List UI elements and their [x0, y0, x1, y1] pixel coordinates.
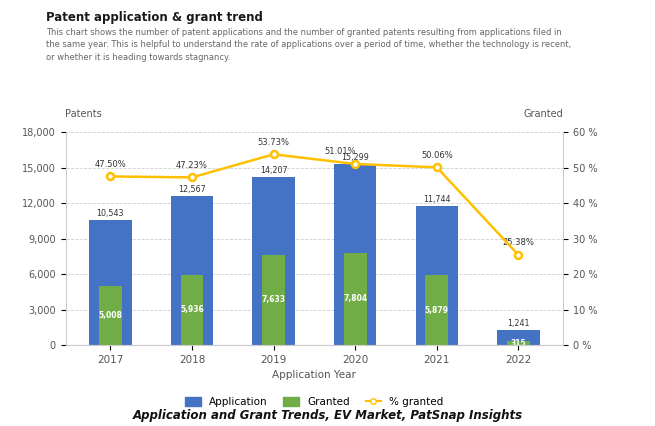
Text: 5,936: 5,936 [180, 305, 204, 314]
Text: Granted: Granted [523, 109, 563, 119]
Bar [507, 341, 530, 345]
Text: This chart shows the number of patent applications and the number of granted pat: This chart shows the number of patent ap… [46, 28, 561, 37]
Bar [425, 276, 448, 345]
Text: 11,744: 11,744 [423, 195, 451, 204]
Text: Application and Grant Trends, EV Market, PatSnap Insights: Application and Grant Trends, EV Market,… [132, 409, 523, 422]
Text: 14,207: 14,207 [260, 166, 288, 175]
Bar [415, 206, 458, 345]
Text: 315: 315 [511, 339, 526, 348]
Bar [344, 253, 367, 345]
Text: 5,879: 5,879 [425, 306, 449, 315]
Text: Patents: Patents [66, 109, 102, 119]
Text: 15,299: 15,299 [341, 153, 369, 161]
Text: 12,567: 12,567 [178, 185, 206, 194]
Text: 7,804: 7,804 [343, 294, 367, 303]
Text: 47.50%: 47.50% [94, 160, 126, 169]
Legend: Application, Granted, % granted: Application, Granted, % granted [181, 393, 448, 412]
Bar [252, 177, 295, 345]
Text: 7,633: 7,633 [261, 295, 286, 305]
Bar [497, 331, 540, 345]
X-axis label: Application Year: Application Year [272, 370, 356, 380]
Text: 47.23%: 47.23% [176, 161, 208, 170]
Text: the same year. This is helpful to understand the rate of applications over a per: the same year. This is helpful to unders… [46, 40, 571, 49]
Text: 10,543: 10,543 [97, 209, 124, 218]
Text: 53.73%: 53.73% [257, 138, 290, 147]
Text: or whether it is heading towards stagnancy.: or whether it is heading towards stagnan… [46, 53, 230, 62]
Text: 50.06%: 50.06% [421, 150, 453, 159]
Bar [89, 220, 132, 345]
Text: 25.38%: 25.38% [502, 238, 534, 247]
Bar [181, 275, 204, 345]
Text: 5,008: 5,008 [98, 311, 122, 320]
Bar [99, 286, 122, 345]
Bar [334, 164, 377, 345]
Text: 51.01%: 51.01% [325, 147, 356, 156]
Text: 1,241: 1,241 [507, 319, 530, 328]
Bar [262, 255, 285, 345]
Text: Patent application & grant trend: Patent application & grant trend [46, 11, 263, 24]
Bar [171, 196, 214, 345]
